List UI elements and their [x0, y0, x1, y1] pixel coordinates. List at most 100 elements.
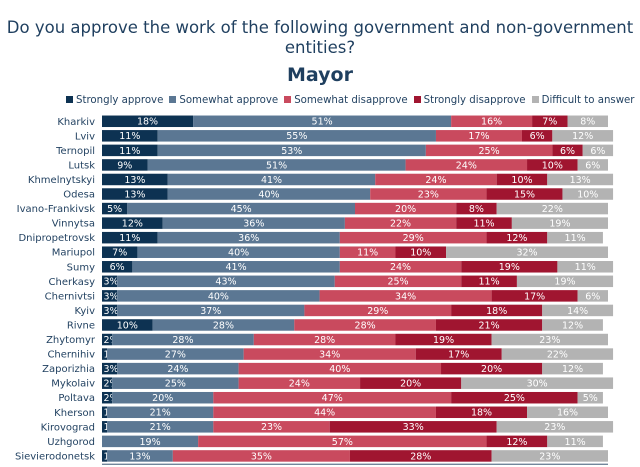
data-label: 11%	[119, 146, 140, 157]
bar-segment	[172, 450, 350, 462]
bar-segment	[102, 173, 168, 186]
bar-segment	[157, 144, 426, 157]
bar-segment	[375, 173, 497, 186]
bar-segment	[339, 246, 396, 258]
bar-segment	[339, 261, 462, 273]
data-label: 11%	[119, 131, 140, 142]
category-label: Khmelnytskyi	[28, 175, 95, 186]
legend-item: Strongly approve	[66, 95, 163, 106]
bar-segment	[102, 130, 158, 142]
bar-segment	[147, 159, 406, 171]
data-label: 18%	[137, 117, 158, 128]
data-label: 11%	[565, 233, 586, 244]
data-label: 9%	[117, 160, 132, 171]
category-label: Chernihiv	[47, 350, 95, 361]
data-label: 28%	[410, 451, 431, 462]
data-label: 40%	[228, 248, 249, 259]
category-label: Vinnytsa	[52, 219, 95, 230]
data-label: 11%	[357, 248, 378, 259]
bar-segment	[112, 391, 214, 404]
data-label: 16%	[481, 117, 502, 128]
bar-segment	[102, 406, 108, 419]
data-label: 43%	[215, 277, 236, 288]
data-label: 23%	[418, 189, 439, 200]
bar-segment	[253, 333, 396, 346]
data-label: 21%	[150, 422, 171, 433]
category-label: Chernivtsi	[45, 291, 95, 302]
bar-segment	[567, 115, 608, 128]
bar-segment	[511, 217, 608, 229]
bar-segment	[167, 188, 371, 200]
bar-segment	[552, 130, 614, 142]
bar-segment	[547, 435, 603, 448]
category-label: Sumy	[67, 262, 95, 273]
bar-segment	[117, 290, 320, 302]
bar-segment	[582, 144, 614, 157]
data-label: 7%	[112, 248, 127, 259]
data-label: 6%	[585, 291, 600, 302]
data-label: 27%	[165, 349, 186, 360]
legend-swatch	[169, 96, 177, 103]
bar-segment	[562, 188, 614, 200]
bar-segment	[547, 173, 614, 186]
bar-segment	[238, 377, 361, 389]
bar-segment	[213, 421, 330, 433]
bar-segment	[102, 231, 158, 244]
bar-segment	[491, 333, 608, 346]
data-label: 3%	[104, 277, 119, 288]
data-label: 17%	[524, 291, 545, 302]
data-label: 29%	[403, 233, 424, 244]
data-label: 6%	[560, 146, 575, 157]
legend-item: Difficult to answer	[531, 95, 635, 106]
data-label: 36%	[243, 219, 264, 230]
data-label: 13%	[129, 451, 150, 462]
data-label: 23%	[261, 422, 282, 433]
data-label: 15%	[514, 189, 535, 200]
category-label: Kherson	[54, 408, 95, 419]
data-label: 10%	[577, 189, 598, 200]
bar-segment	[446, 246, 608, 258]
bar-segment	[102, 348, 108, 360]
bar-segment	[102, 450, 108, 462]
data-label: 8%	[469, 204, 484, 215]
bar-segment	[451, 391, 578, 404]
bar-segment	[527, 159, 578, 171]
data-label: 22%	[542, 204, 563, 215]
bar-segment	[501, 348, 614, 360]
data-label: 2%	[104, 335, 119, 346]
data-label: 23%	[539, 451, 560, 462]
bar-segment	[527, 406, 608, 419]
data-label: 51%	[312, 117, 333, 128]
data-label: 34%	[319, 349, 340, 360]
data-label: 25%	[387, 277, 408, 288]
bar-segment	[334, 275, 462, 288]
data-label: 23%	[544, 422, 565, 433]
data-label: 22%	[390, 219, 411, 230]
bar-segment	[102, 159, 148, 171]
bar-segment	[167, 173, 376, 186]
data-label: 3%	[104, 364, 119, 375]
data-label: 40%	[258, 189, 279, 200]
category-label: Lviv	[75, 131, 95, 142]
bar-segment	[102, 261, 133, 273]
data-label: 40%	[208, 291, 229, 302]
data-label: 13%	[570, 175, 591, 186]
bar-segment	[127, 202, 355, 215]
bar-segment	[486, 231, 548, 244]
bar-segment	[107, 348, 244, 360]
bar-segment	[102, 275, 118, 288]
category-label: Mariupol	[52, 248, 95, 259]
data-label: 19%	[549, 219, 570, 230]
bar-segment	[102, 333, 113, 346]
bar-segment	[198, 435, 487, 448]
data-label: 21%	[150, 408, 171, 419]
data-label: 24%	[456, 160, 477, 171]
chart-title: Do you approve the work of the following…	[6, 18, 634, 57]
category-label: Poltava	[58, 393, 95, 404]
data-label: 12%	[122, 219, 143, 230]
data-label: 18%	[486, 306, 507, 317]
bar-segment	[547, 231, 603, 244]
bar-segment	[405, 159, 528, 171]
data-label: 19%	[554, 277, 575, 288]
